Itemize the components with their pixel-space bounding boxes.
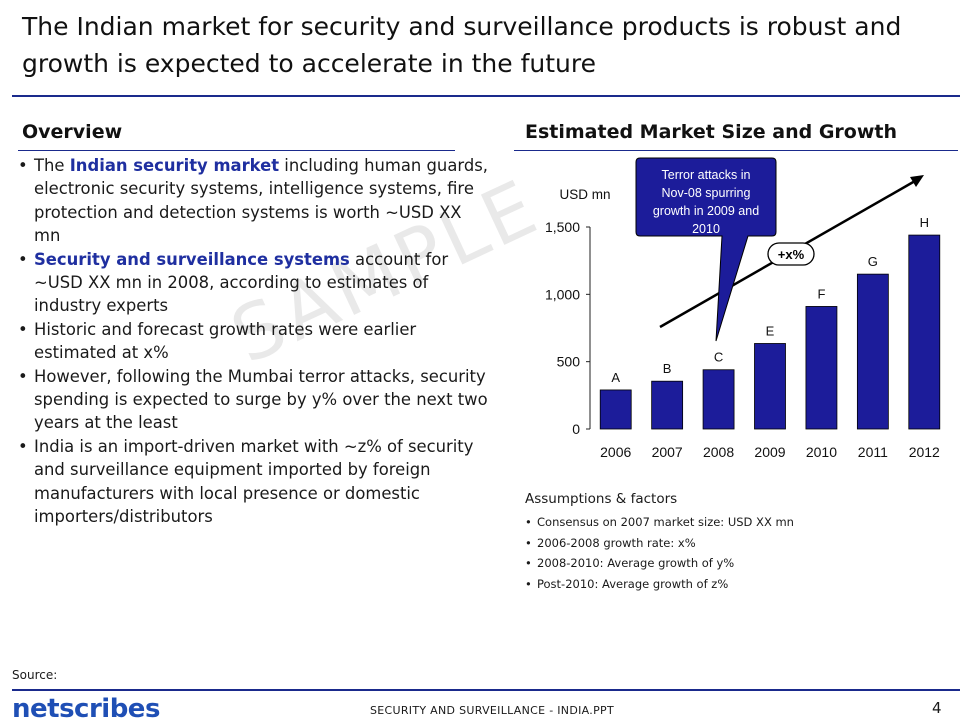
- callout-text: Terror attacks in: [662, 168, 751, 182]
- callout-text: growth in 2009 and: [653, 204, 759, 218]
- footer-filename: SECURITY AND SURVEILLANCE - INDIA.PPT: [370, 704, 614, 717]
- bar: [805, 306, 838, 430]
- page-number: 4: [932, 699, 942, 717]
- assumption-item: 2008-2010: Average growth of y%: [525, 553, 794, 574]
- bar: [702, 369, 735, 430]
- overview-bullets: The Indian security market including hum…: [18, 154, 488, 529]
- netscribes-logo: netscribes: [12, 694, 160, 724]
- x-tick-label: 2007: [652, 444, 683, 460]
- x-tick-label: 2008: [703, 444, 734, 460]
- bar: [908, 234, 941, 430]
- x-tick-label: 2006: [600, 444, 631, 460]
- overview-heading: Overview: [22, 121, 123, 143]
- x-tick-label: 2012: [909, 444, 940, 460]
- bar: [856, 273, 889, 430]
- overview-bullet: Security and surveillance systems accoun…: [18, 248, 488, 318]
- bar: [599, 389, 632, 430]
- callout-text: Nov-08 spurring: [662, 186, 751, 200]
- overview-bullet: The Indian security market including hum…: [18, 154, 488, 248]
- footer-divider: [12, 689, 960, 691]
- y-tick-label: 0: [572, 421, 580, 437]
- bar-label: H: [920, 215, 929, 230]
- assumption-item: Consensus on 2007 market size: USD XX mn: [525, 512, 794, 533]
- growth-arrow-head: [910, 175, 924, 187]
- title-divider: [12, 95, 960, 97]
- bar: [651, 380, 684, 430]
- bar-label: E: [766, 323, 775, 338]
- bar-label: F: [817, 286, 825, 301]
- overview-bullet: India is an import-driven market with ~z…: [18, 435, 488, 529]
- x-tick-label: 2010: [806, 444, 837, 460]
- assumptions-title: Assumptions & factors: [525, 491, 678, 507]
- callout-text: 2010: [692, 222, 720, 236]
- unit-label: USD mn: [559, 187, 610, 202]
- bar-label: C: [714, 350, 723, 365]
- bar-label: G: [868, 254, 878, 269]
- assumptions-list: Consensus on 2007 market size: USD XX mn…: [525, 512, 794, 594]
- callout-bubble: [635, 157, 777, 342]
- x-tick-label: 2009: [754, 444, 785, 460]
- y-tick-label: 500: [557, 354, 581, 370]
- overview-bullet: However, following the Mumbai terror att…: [18, 365, 488, 435]
- assumption-item: 2006-2008 growth rate: x%: [525, 533, 794, 554]
- assumption-item: Post-2010: Average growth of z%: [525, 574, 794, 595]
- market-size-chart: USD mn 0 500 1,000 1,500 A 2006 B 2007 C 2008 E 2009…: [545, 157, 941, 460]
- chart-divider: [514, 150, 958, 151]
- bar: [754, 343, 786, 430]
- source-note: Source:: [12, 668, 58, 682]
- y-tick-label: 1,500: [545, 219, 580, 235]
- bar-label: B: [663, 361, 672, 376]
- overview-divider: [18, 150, 455, 151]
- chart-heading: Estimated Market Size and Growth: [525, 121, 897, 143]
- slide-title: The Indian market for security and surve…: [22, 12, 902, 78]
- y-tick-label: 1,000: [545, 286, 580, 302]
- bar-label: A: [611, 370, 620, 385]
- x-tick-label: 2011: [858, 444, 888, 460]
- growth-label: +x%: [778, 247, 805, 262]
- growth-label-box: [767, 242, 815, 266]
- overview-bullet: Historic and forecast growth rates were …: [18, 318, 488, 365]
